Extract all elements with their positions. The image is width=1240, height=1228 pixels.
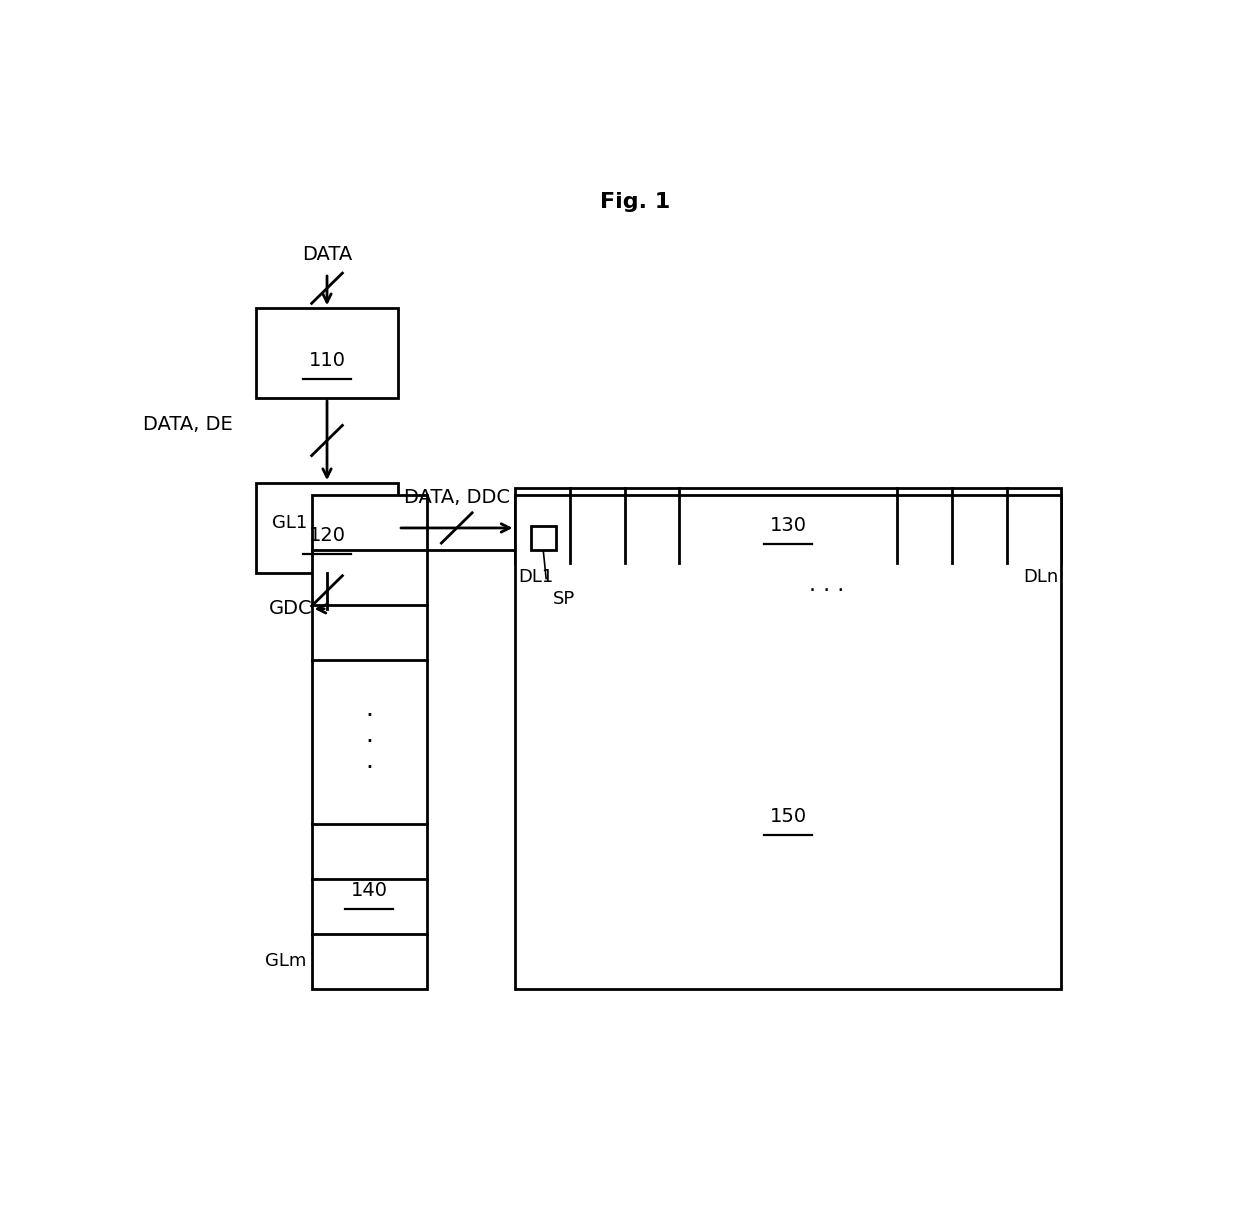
- Text: GL1: GL1: [272, 513, 306, 532]
- Text: ·
·
·: · · ·: [366, 704, 373, 780]
- Text: GLm: GLm: [265, 953, 306, 970]
- Bar: [516, 495, 1061, 989]
- Text: . . .: . . .: [808, 575, 844, 594]
- Text: 120: 120: [309, 526, 346, 545]
- Text: DATA, DDC: DATA, DDC: [404, 489, 510, 507]
- Text: 130: 130: [770, 516, 807, 535]
- Bar: [531, 526, 556, 550]
- Text: DL1: DL1: [518, 569, 553, 586]
- Bar: [255, 308, 398, 398]
- Text: 110: 110: [309, 351, 346, 370]
- Text: DATA, DE: DATA, DE: [143, 415, 233, 433]
- Text: 140: 140: [351, 880, 388, 900]
- Text: GDC: GDC: [269, 599, 312, 619]
- Text: DATA: DATA: [301, 244, 352, 264]
- Text: 150: 150: [770, 807, 807, 825]
- Bar: [255, 483, 398, 572]
- Bar: [516, 488, 1061, 564]
- Text: DLn: DLn: [1023, 569, 1058, 586]
- Text: SP: SP: [553, 589, 575, 608]
- Bar: [311, 495, 427, 989]
- Text: Fig. 1: Fig. 1: [600, 192, 671, 211]
